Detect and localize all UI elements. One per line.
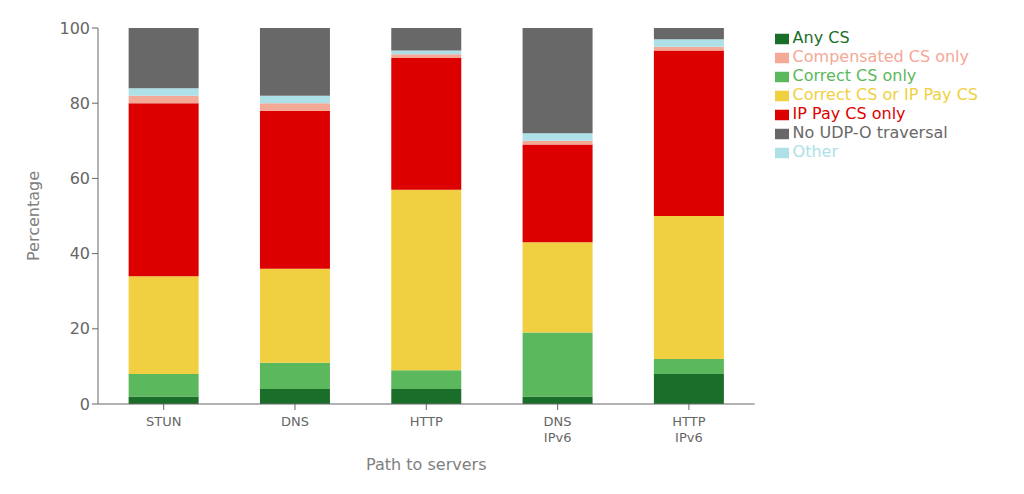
svg-text:HTTP: HTTP bbox=[410, 414, 443, 429]
svg-text:DNSIPv6: DNSIPv6 bbox=[544, 414, 572, 445]
html-text:Correct CS only: Correct CS only bbox=[792, 66, 917, 85]
svg-text:DNS: DNS bbox=[281, 414, 309, 429]
html-text:Other: Other bbox=[792, 142, 838, 161]
svg-text:Path to servers: Path to servers bbox=[366, 455, 486, 474]
svg-text:Percentage: Percentage bbox=[24, 171, 43, 261]
svg-text:STUN: STUN bbox=[146, 414, 181, 429]
html-text:Any CS: Any CS bbox=[792, 28, 850, 47]
html-text:Compensated CS only: Compensated CS only bbox=[792, 47, 969, 66]
html-text:IP Pay CS only: IP Pay CS only bbox=[792, 104, 906, 123]
svg-text:HTTPIPv6: HTTPIPv6 bbox=[672, 414, 705, 445]
svg-text:0: 0 bbox=[80, 395, 90, 414]
html-text:Correct CS or IP Pay CS: Correct CS or IP Pay CS bbox=[792, 85, 978, 104]
svg-text:60: 60 bbox=[70, 169, 90, 188]
svg-text:20: 20 bbox=[70, 319, 90, 338]
html-text:No UDP-O traversal: No UDP-O traversal bbox=[792, 123, 948, 142]
svg-text:100: 100 bbox=[59, 19, 90, 38]
svg-text:40: 40 bbox=[70, 244, 90, 263]
svg-text:80: 80 bbox=[70, 94, 90, 113]
